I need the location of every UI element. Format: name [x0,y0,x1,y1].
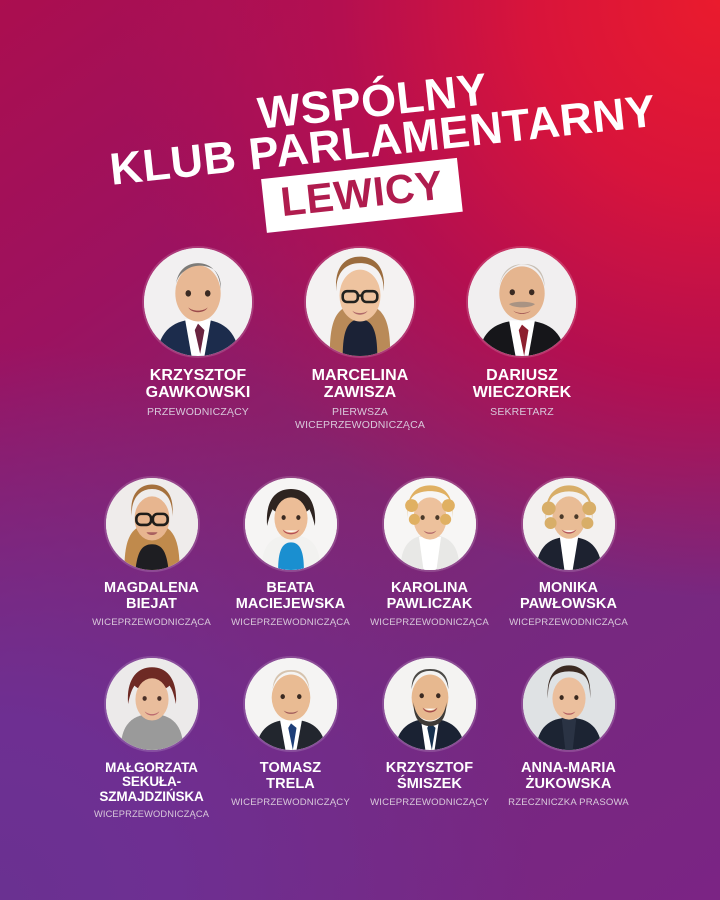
member-last-name: GAWKOWSKI [145,384,251,402]
member-name: MONIKA PAWŁOWSKA [519,580,618,612]
poster-title-block: WSPÓLNY KLUB PARLAMENTARNY LEWICY [0,40,720,233]
member-first-name: MAGDALENA [104,580,199,596]
member-first-name: KAROLINA [390,580,469,596]
member-role: WICEPRZEWODNICZĄCA [509,617,628,628]
member-card[interactable]: MONIKA PAWŁOWSKA WICEPRZEWODNICZĄCA [499,478,638,629]
portrait-male-short-hair-suit-navy [144,248,252,356]
member-first-name: DARIUSZ [486,367,558,384]
member-first-name: ANNA-MARIA [521,760,616,776]
member-role: SEKRETARZ [490,406,554,419]
member-row-vice-chairs-1: MAGDALENA BIEJAT WICEPRZEWODNICZĄCA [0,478,720,629]
member-card[interactable]: DARIUSZ WIECZOREK SEKRETARZ [446,248,598,419]
avatar [383,658,476,750]
avatar [105,658,198,750]
member-card[interactable]: MAGDALENA BIEJAT WICEPRZEWODNICZĄCA [82,478,221,629]
portrait-male-moustache-dark-suit [468,248,576,356]
avatar [244,478,337,570]
avatar [105,478,198,570]
member-name: BEATA MACIEJEWSKA [235,580,346,612]
portrait-female-auburn-bob-grey-top [105,658,198,750]
member-name: KAROLINA PAWLICZAK [386,580,473,612]
member-first-name: BEATA [266,580,315,596]
member-card[interactable]: TOMASZ TRELA WICEPRZEWODNICZĄCY [221,658,360,809]
member-name: KRZYSZTOF GAWKOWSKI [146,367,251,401]
member-last-name: SEKUŁA-SZMAJDZIŃSKA [99,774,204,804]
member-card[interactable]: KAROLINA PAWLICZAK WICEPRZEWODNICZĄCA [360,478,499,629]
portrait-male-bald-suit-blue-tie [244,658,337,750]
member-name: MAŁGORZATA SEKUŁA-SZMAJDZIŃSKA [82,760,221,804]
member-last-name: BIEJAT [126,595,177,612]
member-card[interactable]: KRZYSZTOF GAWKOWSKI PRZEWODNICZĄCY [122,248,274,419]
avatar [383,478,476,570]
member-first-name: KRZYSZTOF [149,367,247,384]
member-role: WICEPRZEWODNICZĄCA [370,617,489,628]
avatar [522,658,615,750]
member-first-name: KRZYSZTOF [385,760,474,776]
member-last-name: ŻUKOWSKA [525,775,612,792]
portrait-female-blonde-curly-dark-jacket [522,478,615,570]
member-last-name: ZAWISZA [323,384,397,402]
member-name: DARIUSZ WIECZOREK [473,367,572,401]
portrait-female-long-hair-glasses-dark-top [105,478,198,570]
avatar [144,248,252,356]
member-last-name: TRELA [266,775,315,792]
member-name: MAGDALENA BIEJAT [104,580,199,612]
portrait-female-blonde-curly-white-shirt [383,478,476,570]
member-row-vice-chairs-2: MAŁGORZATA SEKUŁA-SZMAJDZIŃSKA WICEPRZEW… [0,658,720,821]
member-name: KRZYSZTOF ŚMISZEK [385,760,474,792]
member-row-leadership: KRZYSZTOF GAWKOWSKI PRZEWODNICZĄCY [0,248,720,432]
member-card[interactable]: BEATA MACIEJEWSKA WICEPRZEWODNICZĄCA [221,478,360,629]
member-last-name: WIECZOREK [472,384,572,402]
member-first-name: MARCELINA [311,367,409,384]
member-first-name: TOMASZ [259,760,322,776]
member-name: ANNA-MARIA ŻUKOWSKA [521,760,616,792]
avatar [468,248,576,356]
member-role: PRZEWODNICZĄCY [147,406,249,419]
avatar [522,478,615,570]
member-role: WICEPRZEWODNICZĄCA [231,617,350,628]
member-card[interactable]: MAŁGORZATA SEKUŁA-SZMAJDZIŃSKA WICEPRZEW… [82,658,221,821]
member-role: WICEPRZEWODNICZĄCA [92,617,211,628]
portrait-male-beard-navy-suit [383,658,476,750]
member-role: WICEPRZEWODNICZĄCY [370,797,489,808]
member-first-name: MAŁGORZATA [105,760,198,775]
member-role: WICEPRZEWODNICZĄCY [231,797,350,808]
member-card[interactable]: MARCELINA ZAWISZA PIERWSZA WICEPRZEWODNI… [284,248,436,432]
member-last-name: ŚMISZEK [397,775,462,792]
portrait-female-dark-bob-blue-top [244,478,337,570]
member-first-name: MONIKA [538,580,599,596]
avatar [244,658,337,750]
member-role: RZECZNICZKA PRASOWA [508,797,629,808]
member-name: MARCELINA ZAWISZA [312,367,409,401]
member-card[interactable]: ANNA-MARIA ŻUKOWSKA RZECZNICZKA PRASOWA [499,658,638,809]
member-name: TOMASZ TRELA [259,760,322,792]
avatar [306,248,414,356]
member-role: PIERWSZA WICEPRZEWODNICZĄCA [295,406,425,432]
member-card[interactable]: KRZYSZTOF ŚMISZEK WICEPRZEWODNICZĄCY [360,658,499,809]
member-role: WICEPRZEWODNICZĄCA [93,809,210,820]
member-last-name: PAWŁOWSKA [519,595,618,612]
portrait-female-dark-short-hair-navy [522,658,615,750]
member-last-name: PAWLICZAK [386,595,473,612]
member-last-name: MACIEJEWSKA [235,595,346,612]
portrait-female-long-hair-glasses [306,248,414,356]
